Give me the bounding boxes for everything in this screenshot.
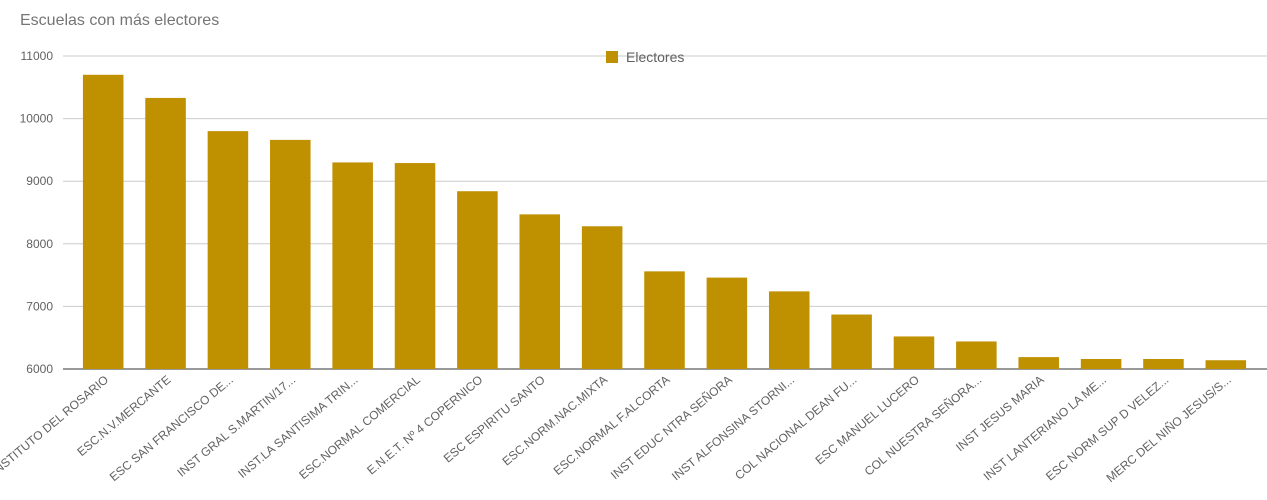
y-tick-label: 7000	[26, 299, 53, 313]
bar	[831, 314, 872, 369]
x-tick-label: INST ALFONSINA STORNI...	[669, 373, 797, 484]
bar	[581, 226, 623, 369]
bar	[519, 214, 561, 369]
legend-swatch	[606, 51, 618, 63]
chart-title: Escuelas con más electores	[20, 12, 220, 29]
bar	[1080, 358, 1122, 369]
x-tick-label: ESC.NORMAL COMERCIAL	[296, 372, 423, 482]
x-tick-label: COL NACIONAL DEAN FU...	[732, 373, 859, 483]
x-tick-label: ESC NORM SUP D VELEZ...	[1043, 373, 1171, 484]
y-tick-label: 10000	[20, 112, 54, 126]
y-tick-label: 11000	[21, 49, 54, 63]
y-tick-label: 6000	[26, 362, 53, 376]
x-tick-label: ESC ESPIRITU SANTO	[441, 373, 548, 466]
bar	[332, 162, 373, 369]
x-tick-label: ESC MANUEL LUCERO	[813, 373, 922, 468]
x-tick-label: INSTITUTO DEL ROSARIO	[0, 373, 111, 479]
bar	[207, 131, 249, 369]
bar	[82, 74, 124, 369]
y-tick-label: 9000	[26, 174, 53, 188]
bar	[956, 341, 997, 369]
bar	[1205, 360, 1247, 369]
x-tick-label: INST EDUC NTRA SEÑORA	[608, 373, 735, 483]
bar	[394, 163, 436, 369]
bar	[145, 97, 186, 369]
x-tick-label: MERC DEL NIÑO JESUS/S...	[1104, 373, 1234, 485]
x-tick-label: ESC SAN FRANCISCO DE...	[107, 373, 236, 484]
bar	[893, 336, 935, 369]
x-tick-label: ESC.NORMAL F.ALCORTA	[551, 373, 673, 478]
legend-label: Electores	[626, 49, 684, 65]
bar	[768, 291, 810, 369]
y-tick-label: 8000	[26, 237, 53, 251]
x-tick-label: INST LANTERIANO LA ME...	[981, 373, 1109, 484]
x-tick-label: INST.LA SANTISIMA TRIN...	[235, 373, 360, 481]
x-tick-label: E.N.E.T. Nº 4 COPERNICO	[364, 373, 485, 478]
bar	[270, 139, 311, 369]
x-tick-label: INST GRAL S.MARTIN/17...	[174, 373, 298, 480]
bar	[1143, 358, 1184, 369]
bar	[644, 271, 685, 369]
x-tick-label: ESC.NORM.NAC.MIXTA	[500, 373, 610, 469]
x-tick-label: COL NUESTRA SEÑORA...	[862, 373, 985, 479]
bar	[706, 277, 748, 369]
bar	[1018, 357, 1059, 369]
bar	[457, 191, 498, 369]
